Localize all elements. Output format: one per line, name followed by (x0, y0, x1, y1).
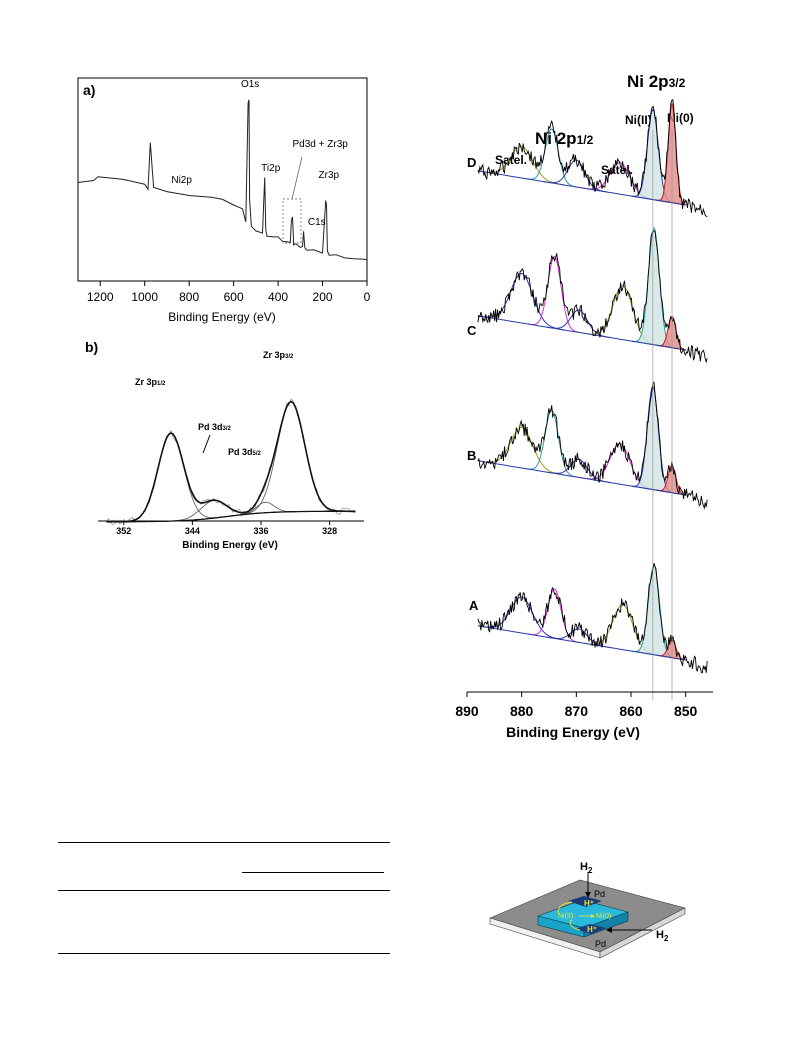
x-tick-label-a: 0 (364, 290, 371, 304)
pd-bottom-label: Pd (595, 939, 606, 949)
pd-zr-spectrum-chart: b) 352 344 336 328 Zr 3p1/2 Pd 3d3/2 Pd 3d5… (85, 339, 364, 551)
subtitle-ni2p12: Ni 2p1/2 (535, 129, 594, 148)
zoom-arrow (291, 156, 303, 200)
x-tick-label-c: 870 (565, 703, 589, 719)
panel-label-b: b) (85, 339, 98, 355)
fit-component-A (528, 588, 580, 643)
x-axis-label-c: Binding Energy (eV) (506, 724, 640, 740)
table-rule-top (58, 842, 390, 843)
ni2-label: Ni(II) (558, 913, 573, 920)
spectrum-D: D (467, 99, 708, 218)
series-label-A: A (469, 598, 479, 613)
component-peak-b (106, 401, 356, 523)
x-tick-label-c: 890 (455, 703, 479, 719)
spectrum-C: C (467, 226, 708, 364)
plot-frame (77, 77, 368, 282)
table-rule-header (58, 890, 390, 891)
raw-trace-B (477, 381, 708, 510)
h2-top-label: H2 (580, 861, 593, 875)
h2-top-arrowhead (585, 892, 591, 898)
panel-b: b) 352 344 336 328 Zr 3p1/2 Pd 3d3/2 Pd 3d5… (80, 335, 380, 560)
pd-top-label: Pd (594, 889, 605, 899)
spillover-schematic: H2 H2 Pd Pd H⁺ H⁺ Ni(II) Ni(0) (480, 830, 710, 980)
fit-component-C (528, 255, 580, 333)
background-C (477, 315, 686, 351)
fit-component-D (525, 128, 578, 188)
x-tick-label-a: 600 (224, 290, 244, 304)
h-plus-bottom: H⁺ (587, 925, 597, 934)
raw-trace-b (106, 398, 356, 525)
reduction-arrowhead (591, 914, 595, 918)
peak-annotation-a: Zr3p (319, 170, 340, 181)
peak-label-pd3d52: Pd 3d5/2 (228, 447, 262, 457)
h2-right-label: H2 (656, 929, 669, 943)
series-label-B: B (467, 448, 476, 463)
series-label-D: D (467, 155, 476, 170)
x-tick-label-a: 200 (313, 290, 333, 304)
table-rule-bottom (58, 953, 390, 954)
x-tick-label-b: 336 (254, 526, 269, 536)
x-tick-label-a: 400 (268, 290, 288, 304)
survey-spectrum-chart: a) 1200 1000 800 600 400 200 0 O1s Ni2p Ti2p Pd3d… (77, 77, 371, 324)
x-axis-label-b: Binding Energy (eV) (182, 540, 278, 551)
ni2p-spectra-chart: Ni 2p3/2 Ni 2p1/2 Satel. Satel. Ni(II) N… (455, 72, 713, 740)
raw-trace-C (477, 230, 708, 364)
x-tick-label-c: 880 (510, 703, 534, 719)
label-ni2: Ni(II) (625, 113, 652, 127)
spectrum-B: B (467, 381, 708, 510)
x-tick-label-b: 344 (185, 526, 200, 536)
x-tick-label-a: 1200 (87, 290, 114, 304)
peak-annotation-a: Ni2p (171, 175, 192, 186)
x-tick-label-c: 860 (619, 703, 643, 719)
panel-a: a) 1200 1000 800 600 400 200 0 O1s Ni2p Ti2p Pd3d… (75, 75, 375, 335)
x-tick-label-a: 800 (179, 290, 199, 304)
envelope-fit-b (106, 400, 356, 523)
fit-component-A (477, 596, 565, 641)
x-tick-label-c: 850 (674, 703, 698, 719)
table-rule-group (242, 872, 384, 873)
peak-label-zr3p12: Zr 3p1/2 (135, 377, 166, 387)
background-D (477, 170, 686, 206)
peak-annotation-a: Ti2p (261, 163, 281, 174)
peak-label-zr3p32: Zr 3p3/2 (263, 350, 294, 360)
background-A (477, 625, 686, 661)
series-label-C: C (467, 323, 477, 338)
background-B (477, 460, 686, 496)
substrate-side (599, 907, 686, 959)
background-b (106, 510, 356, 523)
x-tick-label-a: 1000 (131, 290, 158, 304)
peak-annotation-a: Pd3d + Zr3p (293, 139, 349, 150)
pd-cluster-top (568, 896, 602, 907)
fit-component-C (477, 272, 565, 331)
h2-right-arrowhead (606, 927, 612, 933)
x-tick-label-b: 328 (322, 526, 337, 536)
raw-trace-A (477, 563, 708, 674)
h-plus-top: H⁺ (584, 899, 594, 908)
raw-trace-D (477, 99, 708, 218)
panel-label-a: a) (83, 82, 95, 98)
zoom-box (282, 198, 302, 244)
pd-cluster-bottom (575, 924, 606, 934)
x-axis-label-a: Binding Energy (eV) (168, 310, 275, 324)
spillover-arc-top (557, 901, 573, 915)
x-tick-label-b: 352 (116, 526, 131, 536)
schematic-svg: H2 H2 Pd Pd H⁺ H⁺ Ni(II) Ni(0) (489, 861, 686, 959)
survey-trace (77, 99, 368, 261)
peak-label-pd3d32: Pd 3d3/2 (198, 422, 232, 432)
peak-annotation-a: O1s (241, 79, 259, 90)
spillover-arc-bottom (569, 919, 581, 931)
pd3d32-arrow (202, 434, 211, 454)
ni0-label: Ni(0) (596, 913, 611, 920)
peak-annotation-a: C1s (308, 217, 326, 228)
spectrum-A: A (469, 563, 708, 674)
panel-ni2p: Ni 2p3/2 Ni 2p1/2 Satel. Satel. Ni(II) N… (455, 60, 725, 750)
title-ni2p32: Ni 2p3/2 (627, 72, 686, 91)
